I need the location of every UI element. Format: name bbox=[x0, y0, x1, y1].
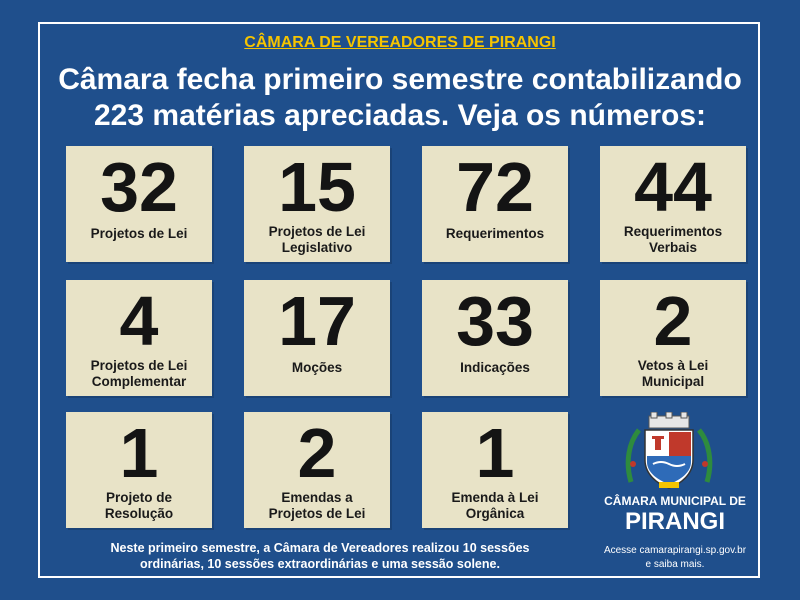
stat-card-projetos-de-lei: 32 Projetos de Lei bbox=[66, 146, 212, 262]
stat-value: 2 bbox=[653, 282, 693, 360]
stat-label-line-1: Projetos de Lei bbox=[90, 358, 188, 373]
stat-label-line-1: Emendas a bbox=[281, 490, 353, 505]
stat-value: 17 bbox=[278, 282, 356, 360]
stat-card-indicacoes: 33 Indicações bbox=[422, 280, 568, 396]
website-note-line-1: Acesse camarapirangi.sp.gov.br bbox=[603, 545, 747, 556]
stat-value: 44 bbox=[634, 148, 712, 226]
stat-label-line-1: Indicações bbox=[460, 360, 530, 375]
website-note: Acesse camarapirangi.sp.gov.br e saiba m… bbox=[590, 544, 760, 572]
stat-label: Requerimentos Verbais bbox=[604, 224, 742, 256]
headline-line-2: 223 matérias apreciadas. Veja os números… bbox=[94, 99, 706, 132]
stat-card-projetos-legislativo: 15 Projetos de Lei Legislativo bbox=[244, 146, 390, 262]
summary-line-1: Neste primeiro semestre, a Câmara de Ver… bbox=[110, 541, 530, 555]
summary-text: Neste primeiro semestre, a Câmara de Ver… bbox=[40, 540, 600, 572]
stat-label: Emendas a Projetos de Lei bbox=[248, 490, 386, 522]
stat-label-line-1: Requerimentos bbox=[623, 224, 723, 239]
summary-line-2: ordinárias, 10 sessões extraordinárias e… bbox=[140, 557, 500, 571]
stat-label: Vetos à Lei Municipal bbox=[604, 358, 742, 390]
stat-value: 72 bbox=[456, 148, 534, 226]
headline-line-1: Câmara fecha primeiro semestre contabili… bbox=[58, 63, 742, 96]
stat-label: Moções bbox=[248, 360, 386, 376]
stat-card-requerimentos-verbais: 44 Requerimentos Verbais bbox=[600, 146, 746, 262]
border-frame bbox=[38, 22, 760, 578]
stat-value: 33 bbox=[456, 282, 534, 360]
stat-card-emendas-projetos: 2 Emendas a Projetos de Lei bbox=[244, 412, 390, 528]
website-note-line-2: e saiba mais. bbox=[645, 559, 705, 570]
stat-label: Emenda à Lei Orgânica bbox=[426, 490, 564, 522]
stat-label: Projeto de Resolução bbox=[70, 490, 208, 522]
stat-label-line-2: Orgânica bbox=[465, 506, 525, 521]
stat-card-requerimentos: 72 Requerimentos bbox=[422, 146, 568, 262]
stat-value: 2 bbox=[297, 414, 337, 492]
stat-label: Indicações bbox=[426, 360, 564, 376]
headline: Câmara fecha primeiro semestre contabili… bbox=[40, 62, 760, 134]
stat-card-projeto-resolucao: 1 Projeto de Resolução bbox=[66, 412, 212, 528]
stat-label-line-2: Legislativo bbox=[281, 240, 353, 255]
stat-label: Projetos de Lei Complementar bbox=[70, 358, 208, 390]
stat-label-line-1: Emenda à Lei bbox=[451, 490, 539, 505]
stat-label-line-1: Projeto de bbox=[105, 490, 172, 505]
municipal-coat-of-arms-icon bbox=[625, 412, 713, 489]
stat-card-projetos-complementar: 4 Projetos de Lei Complementar bbox=[66, 280, 212, 396]
stat-label-line-1: Vetos à Lei bbox=[637, 358, 709, 373]
stat-label: Requerimentos bbox=[426, 226, 564, 242]
stat-card-mocoes: 17 Moções bbox=[244, 280, 390, 396]
stat-label-line-2: Complementar bbox=[91, 374, 187, 389]
stat-label-line-1: Moções bbox=[291, 360, 343, 375]
stat-value: 1 bbox=[475, 414, 515, 492]
stat-label-line-2: Projetos de Lei bbox=[268, 506, 366, 521]
institution-name-line-2: PIRANGI bbox=[624, 508, 725, 535]
stat-value: 1 bbox=[119, 414, 159, 492]
stat-label-line-1: Requerimentos bbox=[445, 226, 545, 241]
stat-card-emenda-lei-organica: 1 Emenda à Lei Orgânica bbox=[422, 412, 568, 528]
stat-value: 4 bbox=[119, 282, 159, 360]
stat-label-line-1: Projetos de Lei bbox=[90, 226, 188, 241]
stat-label-line-1: Projetos de Lei bbox=[268, 224, 366, 239]
stat-label-line-2: Resolução bbox=[104, 506, 174, 521]
stat-value: 32 bbox=[100, 148, 178, 226]
stat-label-line-2: Municipal bbox=[641, 374, 705, 389]
stat-value: 15 bbox=[278, 148, 356, 226]
institution-name-line-1: CÂMARA MUNICIPAL DE bbox=[604, 494, 746, 508]
stat-card-vetos: 2 Vetos à Lei Municipal bbox=[600, 280, 746, 396]
stat-label-line-2: Verbais bbox=[648, 240, 698, 255]
stat-label: Projetos de Lei Legislativo bbox=[248, 224, 386, 256]
stat-label: Projetos de Lei bbox=[70, 226, 208, 242]
org-title: CÂMARA DE VEREADORES DE PIRANGI bbox=[244, 34, 556, 51]
